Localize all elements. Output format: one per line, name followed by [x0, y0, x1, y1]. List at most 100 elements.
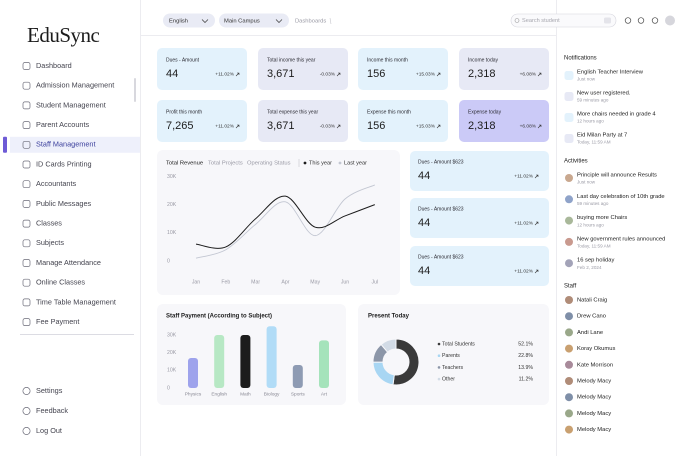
menu-item[interactable]: Fee Payment	[36, 317, 79, 326]
search-box[interactable]	[510, 13, 617, 28]
menu-icon	[22, 387, 31, 395]
stat-value: 3,671	[267, 68, 295, 80]
chart-tab[interactable]: Total Revenue	[166, 161, 203, 167]
stat-label: Income this month	[367, 57, 408, 63]
stat-label: Income today	[468, 57, 499, 63]
chart-tab[interactable]: Operating Status	[247, 161, 291, 167]
dues-value: 44	[418, 217, 430, 229]
feed-text[interactable]: Eid Milan Party at 7	[577, 133, 627, 139]
stat-change: +6.08%	[520, 123, 537, 129]
stat-change: -0.03%	[320, 123, 336, 129]
toolbar-icon[interactable]	[651, 17, 659, 24]
language-label: English	[169, 19, 188, 25]
menu-item[interactable]: Student Management	[36, 100, 106, 109]
user-avatar[interactable]	[665, 15, 675, 26]
staff-name[interactable]: Melody Macy	[577, 427, 611, 433]
legend-value: 11.2%	[519, 376, 534, 382]
stat-card	[459, 100, 549, 142]
staff-name[interactable]: Andi Lane	[577, 330, 603, 336]
stat-card	[258, 100, 348, 142]
staff-name[interactable]: Kate Morrison	[577, 362, 613, 368]
menu-item[interactable]: Accountants	[36, 179, 77, 188]
legend-label: Teachers	[442, 365, 463, 371]
menu-item[interactable]: Time Table Management	[36, 297, 116, 306]
menu-icon	[22, 239, 31, 248]
x-tick-label: English	[211, 391, 227, 397]
menu-item[interactable]: Online Classes	[36, 278, 85, 287]
footer-item[interactable]: Log Out	[36, 426, 62, 435]
x-tick-label: May	[310, 279, 320, 285]
x-tick-label: Jan	[192, 279, 200, 285]
y-tick-label: 30K	[167, 174, 177, 180]
menu-item[interactable]: Public Messages	[36, 199, 92, 208]
staff-name[interactable]: Melody Macy	[577, 379, 611, 385]
staff-avatar	[565, 425, 573, 434]
dues-card	[410, 246, 549, 286]
menu-item[interactable]: Parent Accounts	[36, 120, 89, 129]
language-select[interactable]	[163, 13, 215, 28]
menu-item[interactable]: Staff Management	[36, 140, 96, 149]
bar	[292, 365, 303, 388]
footer-item[interactable]: Settings	[36, 386, 63, 395]
trend-arrow	[534, 269, 539, 274]
feed-time: Today, 11:59 AM	[577, 244, 611, 249]
stat-value: 156	[367, 68, 385, 80]
stat-label: Total expense this year	[267, 109, 318, 115]
feed-text[interactable]: New user registered.	[577, 91, 631, 97]
stat-value: 156	[367, 120, 385, 132]
feed-text[interactable]: buying more Chairs	[577, 215, 627, 221]
campus-select[interactable]	[219, 13, 289, 28]
dues-label: Dues - Amount $623	[418, 159, 464, 165]
menu-item[interactable]: Admission Management	[36, 81, 114, 90]
staff-name[interactable]: Natali Craig	[577, 298, 607, 304]
stat-card	[157, 48, 247, 90]
dues-label: Dues - Amount $623	[418, 254, 464, 260]
dues-value: 44	[418, 265, 430, 277]
menu-icon	[22, 81, 31, 90]
feed-text[interactable]: New government rules announced	[577, 236, 665, 242]
stat-change: +15.03%	[416, 123, 436, 129]
legend-value: 52.1%	[518, 341, 533, 347]
stat-change: +6.08%	[520, 71, 537, 77]
toolbar-icon[interactable]	[637, 17, 645, 24]
menu-item[interactable]: Manage Attendance	[36, 258, 101, 267]
notification-icon	[564, 71, 574, 80]
toolbar-icon[interactable]	[624, 17, 632, 24]
menu-item[interactable]: Subjects	[36, 238, 64, 247]
feed-text[interactable]: 16 sep holiday	[577, 258, 614, 264]
staff-name[interactable]: Melody Macy	[577, 411, 611, 417]
search-icon	[514, 18, 520, 23]
stat-card	[358, 100, 448, 142]
feed-text[interactable]: Last day celebration of 10th grade	[577, 194, 665, 200]
stat-value: 2,318	[468, 120, 496, 132]
feed-text[interactable]: Principle will announce Results	[577, 173, 657, 179]
feed-time: Feb 2, 2024	[577, 265, 602, 270]
menu-item[interactable]: Dashboard	[36, 61, 72, 70]
footer-item[interactable]: Feedback	[36, 406, 68, 415]
shortcut-badge	[604, 17, 611, 24]
dues-value: 44	[418, 170, 430, 182]
staff-name[interactable]: Drew Cano	[577, 314, 606, 320]
section-title: Notifications	[564, 56, 597, 62]
legend-dot	[303, 161, 307, 165]
chart-tab[interactable]: Total Projects	[208, 161, 243, 167]
trend-arrow	[534, 221, 539, 226]
x-tick-label: Apr	[281, 279, 289, 285]
campus-label: Main Campus	[224, 19, 260, 25]
chevron	[275, 19, 283, 23]
stat-label: Dues - Amount	[166, 57, 200, 63]
bar	[214, 335, 225, 388]
y-tick-label: 10K	[167, 368, 177, 374]
staff-name[interactable]: Koray Okumus	[577, 346, 615, 352]
menu-item[interactable]: ID Cards Printing	[36, 159, 92, 168]
stat-value: 44	[166, 68, 178, 80]
feed-time: 59 minutes ago	[577, 98, 609, 103]
feed-text[interactable]: More chairs needed in grade 4	[577, 112, 656, 118]
legend-label: Last year	[344, 160, 367, 166]
menu-item[interactable]: Classes	[36, 219, 62, 228]
staff-name[interactable]: Melody Macy	[577, 395, 611, 401]
feed-text[interactable]: English Teacher Interview	[577, 70, 644, 76]
stat-change: +11.02%	[215, 123, 234, 129]
bar	[188, 357, 198, 388]
